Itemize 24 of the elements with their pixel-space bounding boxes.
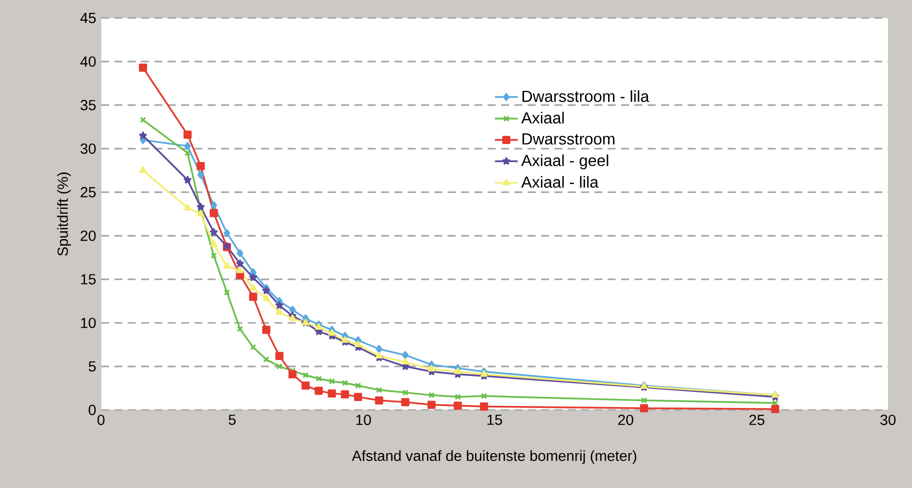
y-tick-label: 20 xyxy=(80,230,96,241)
y-axis-title: Spuitdrift (%) xyxy=(57,172,71,256)
legend-label: Axiaal - geel xyxy=(521,154,608,170)
y-tick-label: 30 xyxy=(80,143,96,154)
y-tick-label: 10 xyxy=(81,318,96,328)
legend-label: Dwarsstroom xyxy=(522,133,614,145)
x-tick-label: 10 xyxy=(356,414,371,426)
legend-label: Dwarsstroom - lila xyxy=(522,90,650,102)
y-tick-label: 35 xyxy=(80,100,96,110)
legend-label: Axiaal - lila xyxy=(521,176,599,188)
y-tick-label: 45 xyxy=(80,12,96,24)
x-tick-label: 15 xyxy=(487,414,502,425)
x-tick-label: 20 xyxy=(618,414,634,426)
x-tick-label: 30 xyxy=(880,414,896,426)
legend-label: Axiaal xyxy=(521,112,564,124)
y-tick-label: 15 xyxy=(81,274,96,284)
x-axis-title: Afstand vanaf de buitenste bomenrij (meter) xyxy=(352,450,636,464)
y-tick-label: 25 xyxy=(80,187,96,198)
y-tick-label: 40 xyxy=(80,56,96,67)
y-tick-label: 0 xyxy=(88,404,96,416)
y-tick-label: 5 xyxy=(88,361,96,372)
x-tick-label: 5 xyxy=(228,414,236,425)
x-tick-label: 0 xyxy=(98,414,105,426)
x-tick-label: 25 xyxy=(749,414,764,426)
